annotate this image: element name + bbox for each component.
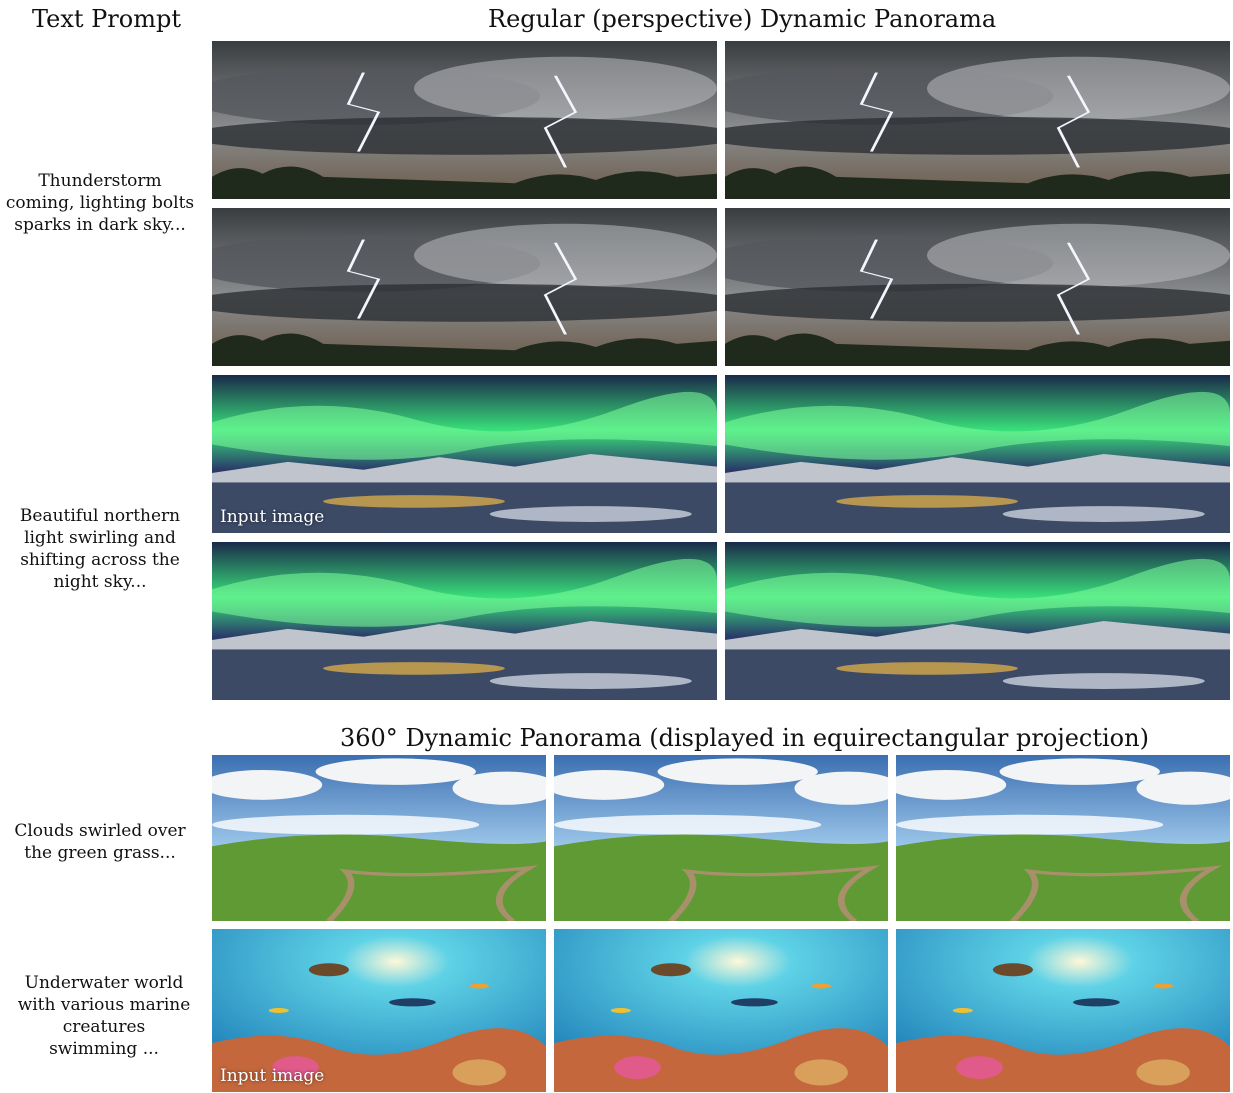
storm-frame: [212, 208, 717, 366]
grass-frame: [896, 755, 1230, 921]
grass-frame: [212, 755, 546, 921]
aurora-frame: [725, 542, 1230, 700]
prompt-line: swimming ...: [49, 1039, 159, 1059]
prompt-line: shifting across the: [20, 550, 180, 570]
ocean-frame: [896, 929, 1230, 1092]
aurora-illustration: [725, 542, 1230, 700]
grass-illustration: [554, 755, 888, 921]
grass-illustration: [896, 755, 1230, 921]
prompt-thunderstorm: Thunderstorm coming, lighting bolts spar…: [4, 170, 196, 236]
aurora-frame: [212, 542, 717, 700]
input-image-label: Input image: [220, 507, 325, 527]
prompt-clouds: Clouds swirled over the green grass...: [4, 820, 196, 864]
grass-illustration: [212, 755, 546, 921]
prompt-line: Thunderstorm: [38, 171, 162, 191]
prompt-line: night sky...: [53, 572, 147, 592]
storm-illustration: [212, 41, 717, 199]
prompt-line: Underwater world: [24, 973, 184, 993]
prompt-line: the green grass...: [24, 843, 176, 863]
storm-frame: [725, 41, 1230, 199]
aurora-frame: [725, 375, 1230, 533]
text-prompt-header: Text Prompt: [32, 5, 181, 33]
prompt-underwater: Underwater world with various marine cre…: [8, 972, 200, 1060]
ocean-illustration: [554, 929, 888, 1092]
regular-panorama-header: Regular (perspective) Dynamic Panorama: [488, 5, 997, 33]
storm-illustration: [725, 41, 1230, 199]
aurora-illustration: [212, 542, 717, 700]
ocean-illustration: [896, 929, 1230, 1092]
input-image-label: Input image: [220, 1066, 325, 1086]
ocean-input-frame: Input image: [212, 929, 546, 1092]
prompt-line: with various marine: [17, 995, 191, 1015]
prompt-line: coming, lighting bolts: [5, 193, 195, 213]
ocean-frame: [554, 929, 888, 1092]
storm-illustration: [725, 208, 1230, 366]
grass-frame: [554, 755, 888, 921]
panorama-360-header: 360° Dynamic Panorama (displayed in equi…: [340, 724, 1149, 752]
prompt-line: Clouds swirled over: [14, 821, 186, 841]
prompt-line: Beautiful northern: [19, 506, 181, 526]
prompt-line: light swirling and: [24, 528, 176, 548]
storm-frame: [212, 41, 717, 199]
storm-illustration: [212, 208, 717, 366]
ocean-illustration: [212, 929, 546, 1092]
prompt-line: creatures: [62, 1017, 146, 1037]
storm-frame: [725, 208, 1230, 366]
prompt-line: sparks in dark sky...: [14, 215, 186, 235]
aurora-input-frame: Input image: [212, 375, 717, 533]
aurora-illustration: [725, 375, 1230, 533]
aurora-illustration: [212, 375, 717, 533]
prompt-northern-light: Beautiful northern light swirling and sh…: [4, 505, 196, 593]
